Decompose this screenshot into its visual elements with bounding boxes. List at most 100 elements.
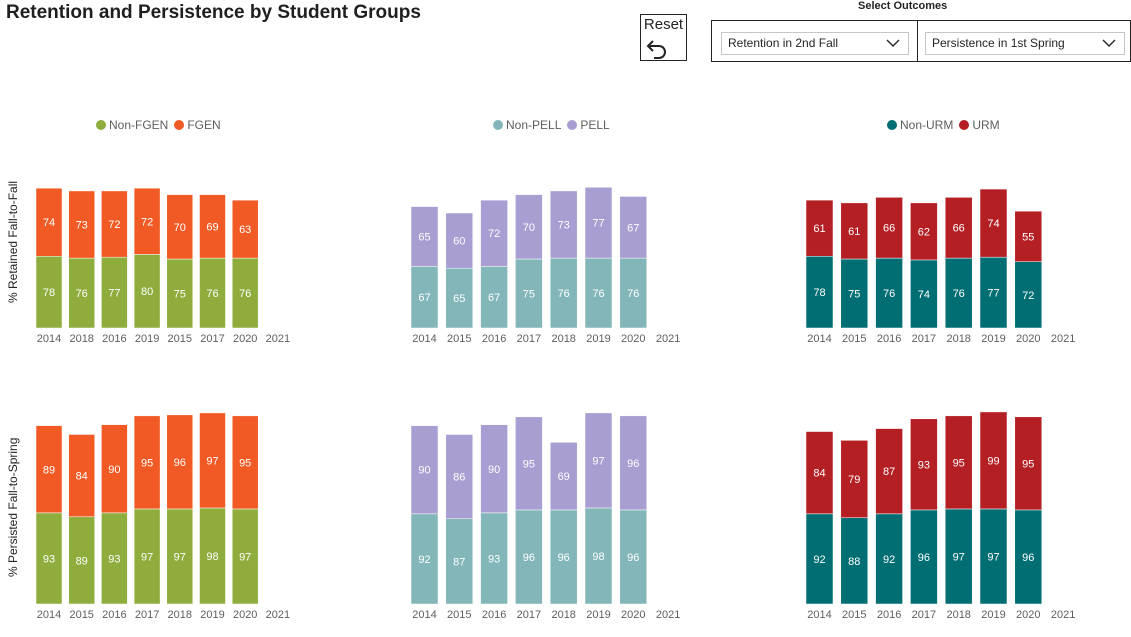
- bar-non-pell[interactable]: [549, 509, 578, 605]
- bar-pell[interactable]: [480, 199, 508, 267]
- bar-non-fgen[interactable]: [101, 512, 128, 605]
- bar-urm[interactable]: [805, 431, 834, 515]
- bar-fgen[interactable]: [68, 434, 95, 518]
- bar-fgen[interactable]: [133, 415, 161, 510]
- bar-pell[interactable]: [619, 415, 648, 511]
- bar-pell[interactable]: [445, 212, 474, 269]
- bar-fgen[interactable]: [199, 412, 226, 509]
- bar-pell[interactable]: [584, 186, 613, 259]
- outcome-slicer-2: Persistence in 1st Spring: [917, 20, 1131, 62]
- bar-non-urm[interactable]: [840, 517, 869, 605]
- bar-urm[interactable]: [910, 418, 938, 511]
- data-label: 93: [488, 553, 500, 565]
- legend-item[interactable]: Non-URM: [887, 118, 953, 132]
- bar-fgen[interactable]: [68, 190, 95, 259]
- bar-urm[interactable]: [840, 202, 869, 260]
- bar-non-pell[interactable]: [445, 267, 474, 329]
- bar-urm[interactable]: [944, 415, 973, 510]
- bar-pell[interactable]: [445, 434, 474, 519]
- x-tick-label: 2020: [233, 333, 257, 345]
- bar-non-pell[interactable]: [549, 257, 578, 329]
- bar-non-urm[interactable]: [875, 257, 903, 329]
- legend-item[interactable]: FGEN: [174, 118, 221, 132]
- bar-non-fgen[interactable]: [101, 256, 128, 329]
- bar-non-pell[interactable]: [584, 257, 613, 329]
- bar-non-pell[interactable]: [410, 266, 439, 329]
- bar-non-pell[interactable]: [515, 509, 543, 605]
- bar-urm[interactable]: [875, 197, 903, 259]
- bar-urm[interactable]: [1014, 210, 1043, 263]
- outcome-dropdown-1[interactable]: Retention in 2nd Fall: [721, 32, 909, 55]
- bar-non-pell[interactable]: [445, 518, 474, 605]
- bar-non-pell[interactable]: [480, 266, 508, 329]
- bar-non-urm[interactable]: [944, 508, 973, 605]
- bar-urm[interactable]: [979, 188, 1008, 258]
- bar-fgen[interactable]: [101, 424, 128, 514]
- bar-pell[interactable]: [410, 425, 439, 515]
- data-label: 90: [108, 464, 120, 476]
- bar-non-urm[interactable]: [1014, 509, 1043, 605]
- bar-non-fgen[interactable]: [35, 255, 63, 329]
- bar-fgen[interactable]: [231, 415, 259, 510]
- bar-non-fgen[interactable]: [199, 257, 226, 329]
- bar-non-fgen[interactable]: [231, 508, 259, 605]
- bar-pell[interactable]: [515, 194, 543, 260]
- bar-non-urm[interactable]: [875, 513, 903, 605]
- bar-non-urm[interactable]: [979, 508, 1008, 605]
- bar-non-fgen[interactable]: [133, 254, 161, 329]
- bar-urm[interactable]: [979, 411, 1008, 510]
- bar-fgen[interactable]: [166, 414, 194, 510]
- x-tick-label: 2014: [37, 609, 61, 621]
- legend-label: Non-FGEN: [109, 118, 169, 132]
- bar-non-pell[interactable]: [515, 258, 543, 329]
- outcome-dropdown-2[interactable]: Persistence in 1st Spring: [925, 32, 1125, 55]
- bar-non-fgen[interactable]: [199, 507, 226, 605]
- legend-label: URM: [972, 118, 1000, 132]
- bar-urm[interactable]: [840, 440, 869, 519]
- bar-fgen[interactable]: [166, 194, 194, 260]
- undo-icon: [646, 40, 666, 59]
- legend-item[interactable]: PELL: [567, 118, 610, 132]
- bar-non-pell[interactable]: [584, 507, 613, 605]
- bar-non-fgen[interactable]: [231, 257, 259, 329]
- bar-non-fgen[interactable]: [166, 258, 194, 329]
- bar-fgen[interactable]: [101, 190, 128, 258]
- bar-pell[interactable]: [549, 442, 578, 511]
- bar-non-pell[interactable]: [619, 257, 648, 329]
- bar-non-urm[interactable]: [910, 259, 938, 329]
- bar-urm[interactable]: [1014, 416, 1043, 511]
- x-tick-label: 2017: [517, 609, 541, 621]
- bar-non-urm[interactable]: [910, 509, 938, 605]
- bar-pell[interactable]: [410, 206, 439, 267]
- bar-non-fgen[interactable]: [68, 516, 95, 605]
- legend-item[interactable]: Non-FGEN: [96, 118, 168, 132]
- bar-pell[interactable]: [549, 190, 578, 259]
- chevron-down-icon: [886, 39, 900, 47]
- bar-fgen[interactable]: [35, 425, 63, 514]
- bar-fgen[interactable]: [231, 199, 259, 259]
- bar-non-urm[interactable]: [805, 255, 834, 329]
- bar-pell[interactable]: [584, 412, 613, 509]
- bar-urm[interactable]: [910, 202, 938, 261]
- bar-non-pell[interactable]: [619, 509, 648, 605]
- bar-fgen[interactable]: [133, 187, 161, 255]
- bar-non-urm[interactable]: [944, 257, 973, 329]
- bar-fgen[interactable]: [199, 194, 226, 259]
- bar-pell[interactable]: [480, 424, 508, 514]
- bar-non-fgen[interactable]: [133, 508, 161, 605]
- legend-dot: [959, 120, 970, 130]
- bar-pell[interactable]: [515, 416, 543, 511]
- bar-pell[interactable]: [619, 196, 648, 259]
- reset-button[interactable]: Reset: [640, 14, 687, 61]
- bar-urm[interactable]: [944, 197, 973, 259]
- bar-urm[interactable]: [805, 199, 834, 257]
- legend-item[interactable]: URM: [959, 118, 1000, 132]
- bar-fgen[interactable]: [35, 187, 63, 257]
- legend-item[interactable]: Non-PELL: [493, 118, 561, 132]
- data-label: 77: [987, 288, 999, 300]
- bar-non-urm[interactable]: [805, 513, 834, 605]
- bar-urm[interactable]: [875, 428, 903, 515]
- bar-non-urm[interactable]: [1014, 261, 1043, 329]
- bar-non-pell[interactable]: [480, 512, 508, 605]
- bar-non-pell[interactable]: [410, 513, 439, 605]
